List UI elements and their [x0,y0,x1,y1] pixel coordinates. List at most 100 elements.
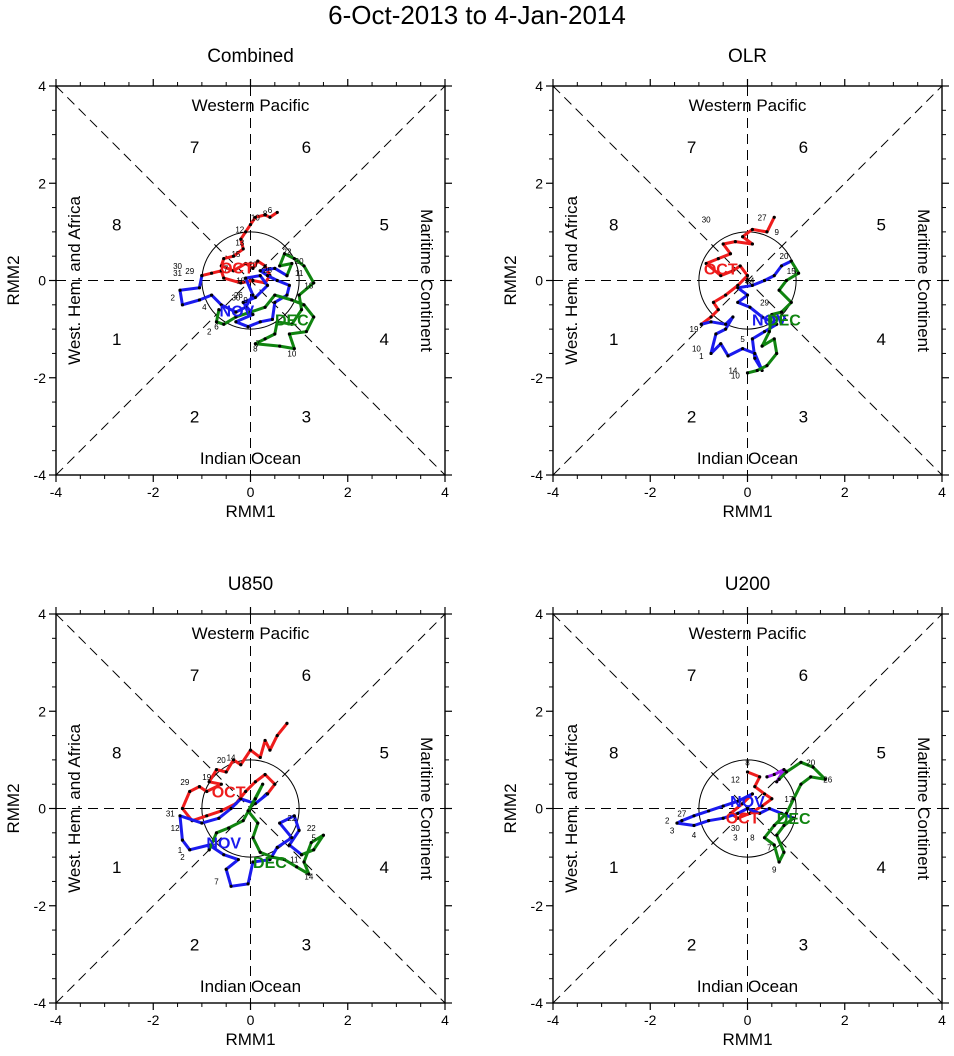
trajectory-point [239,237,243,241]
trajectory-point [750,242,754,246]
trajectory-point [251,278,255,283]
day-label: 29 [185,267,194,276]
day-label: 7 [256,340,261,349]
trajectory-point [263,305,267,309]
month-label-dec: DEC [275,312,309,329]
trajectory-point [711,300,716,304]
trajectory-point [287,332,291,336]
trajectory-point [733,240,737,244]
trajectory-point [736,286,740,290]
trajectory-point [724,327,728,331]
panel-title: Combined [207,46,294,67]
day-label: 20 [780,252,789,261]
trajectory-point [222,322,226,326]
trajectory-point [719,342,723,346]
day-label: 31 [173,269,182,278]
trajectory-point [745,293,750,297]
trajectory-point [789,300,793,304]
panel-title: U200 [725,574,770,595]
y-tick-label: -4 [34,995,47,1011]
y-tick-label: -2 [531,370,544,386]
trajectory-point [792,797,796,801]
phase-number: 8 [112,216,121,235]
trajectory-point [248,310,253,314]
trajectory-dec [746,259,801,375]
trajectory-point [188,848,192,852]
trajectory-point [292,257,296,261]
phase-number: 8 [609,216,618,235]
trajectory-point [251,293,255,297]
unit-circle [698,759,797,858]
day-label: 6 [268,206,273,215]
phase-number: 6 [799,138,808,157]
day-label: 2 [207,328,212,337]
trajectory-point [256,821,260,825]
y-axis-label: RMM2 [4,783,23,833]
figure-title: 6-Oct-2013 to 4-Jan-2014 [328,0,626,30]
trajectory-point [779,811,784,815]
y-tick-label: 2 [535,175,543,191]
trajectory-point [775,780,779,784]
trajectory-point [721,816,725,820]
trajectory-point [762,329,767,334]
trajectory-point [231,254,236,258]
day-label: 18 [236,277,245,286]
day-label: 2 [170,294,175,303]
x-tick-label: 2 [344,1012,352,1028]
day-label: 8 [745,758,750,767]
trajectory-point [748,811,752,815]
trajectory-point [200,821,204,825]
trajectory-point [312,315,316,319]
trajectory-point [799,782,803,786]
trajectory-point [290,836,294,840]
day-label: 18 [304,281,313,290]
trajectory-point [231,269,236,273]
x-tick-label: 4 [938,484,946,500]
day-label: 12 [171,824,180,833]
trajectory-point [258,755,262,760]
trajectory-jan [765,768,786,784]
trajectory-point [278,344,282,348]
day-label: 11 [290,856,299,865]
trajectory-point [273,782,277,786]
month-label-dec: DEC [253,855,287,872]
trajectory-point [297,828,301,832]
trajectory-point [772,772,776,777]
trajectory-point [707,809,711,813]
trajectory-point [178,814,182,818]
day-label: 2 [180,853,185,862]
trajectory-nov [178,266,291,329]
y-tick-label: 2 [38,175,46,191]
day-label: 3 [670,826,675,835]
trajectory-point [282,252,287,256]
region-label-top: Western Pacific [192,96,310,115]
trajectory-point [231,758,236,762]
trajectory-point [714,332,718,336]
trajectory-point [234,320,238,324]
region-label-left: West. Hem. and Africa [65,196,84,365]
day-label: 27 [677,809,686,818]
trajectory-point [762,278,767,283]
day-label: 9 [243,296,248,305]
trajectory-point [699,322,703,326]
panel-title: U850 [228,574,273,595]
day-label: 12 [731,775,740,784]
trajectory-nov [178,792,304,888]
day-label: 10 [692,345,701,354]
trajectory-point [680,819,684,823]
trajectory-point [197,785,202,789]
x-tick-label: -4 [50,1012,63,1028]
trajectory-point [736,816,740,820]
y-tick-label: 0 [535,273,543,289]
trajectory-point [721,242,725,246]
trajectory-point [799,760,803,764]
phase-number: 2 [687,936,696,955]
trajectory-point [287,283,291,287]
month-label-nov: NOV [206,836,241,853]
x-tick-label: 0 [744,484,752,500]
trajectory-point [716,257,720,261]
y-tick-label: 2 [535,703,543,719]
trajectory-point [265,792,270,796]
